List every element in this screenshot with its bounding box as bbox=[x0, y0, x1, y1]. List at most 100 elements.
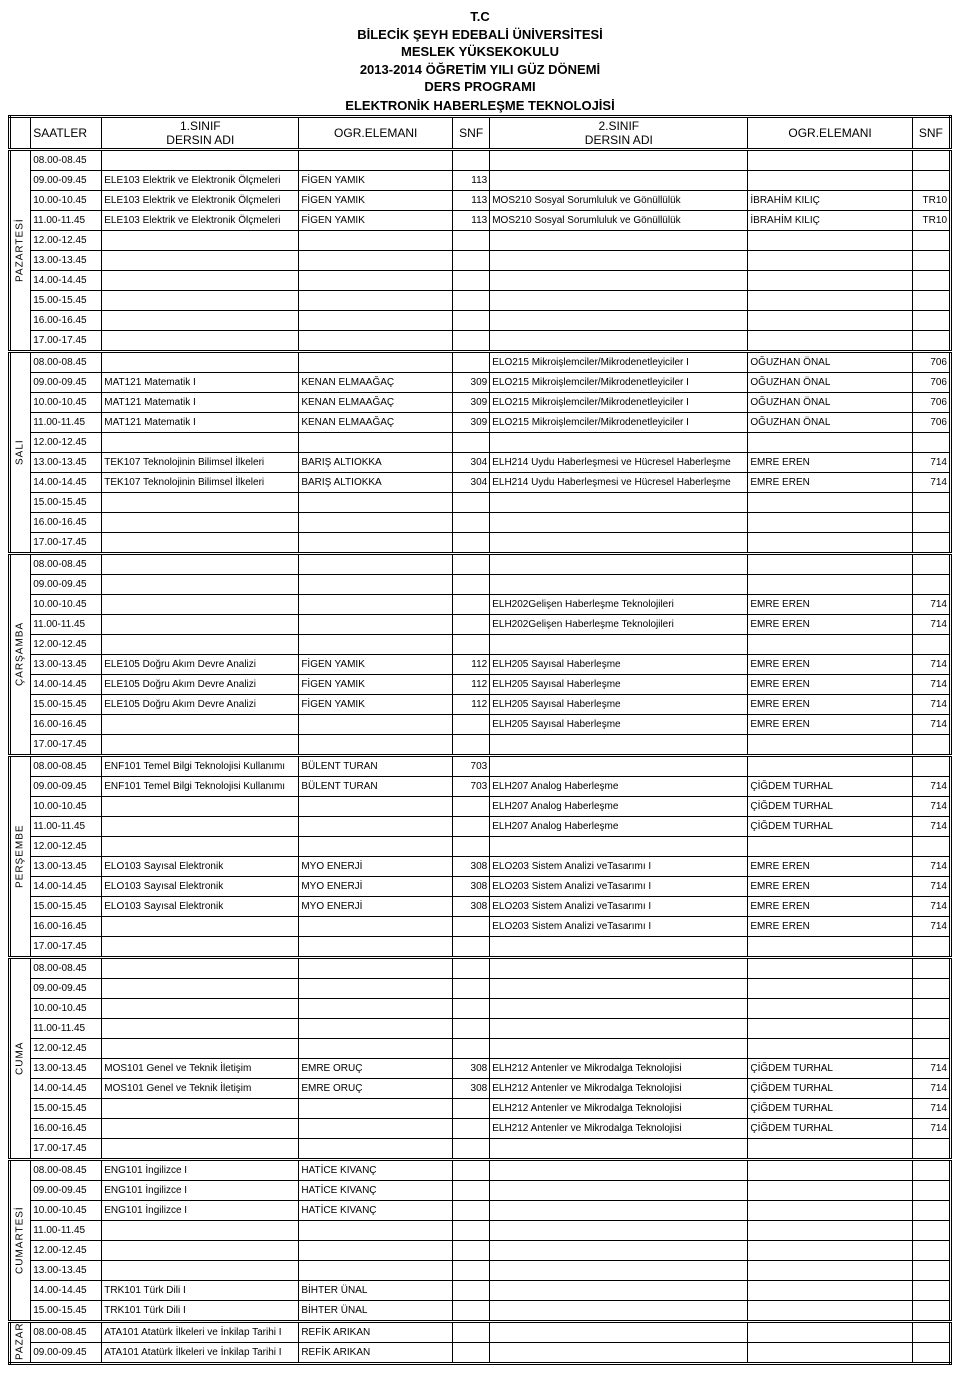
table-row: 14.00-14.45MOS101 Genel ve Teknik İletiş… bbox=[10, 1078, 951, 1098]
course1-cell bbox=[102, 978, 299, 998]
table-row: 17.00-17.45 bbox=[10, 1138, 951, 1159]
time-cell: 09.00-09.45 bbox=[31, 372, 102, 392]
day-label: SALI bbox=[10, 351, 31, 553]
course1-cell: ELE105 Doğru Akım Devre Analizi bbox=[102, 654, 299, 674]
course1-cell: ENG101 İngilizce I bbox=[102, 1200, 299, 1220]
course2-cell: ELH205 Sayısal Haberleşme bbox=[490, 714, 748, 734]
instructor2-cell bbox=[748, 1342, 912, 1363]
table-row: 14.00-14.45ELO103 Sayısal ElektronikMYO … bbox=[10, 876, 951, 896]
course1-cell: ENF101 Temel Bilgi Teknolojisi Kullanımı bbox=[102, 755, 299, 776]
instructor2-cell bbox=[748, 998, 912, 1018]
table-row: 09.00-09.45ATA101 Atatürk İlkeleri ve İn… bbox=[10, 1342, 951, 1363]
table-row: PAZAR08.00-08.45ATA101 Atatürk İlkeleri … bbox=[10, 1321, 951, 1342]
course1-cell bbox=[102, 734, 299, 755]
time-cell: 14.00-14.45 bbox=[31, 1078, 102, 1098]
schedule-table: SAATLER1.SINIFDERSIN ADIOGR.ELEMANISNF2.… bbox=[8, 115, 952, 1365]
course2-cell: ELO215 Mikroişlemciler/Mikrodenetleyicil… bbox=[490, 351, 748, 372]
page-header: T.C BİLECİK ŞEYH EDEBALİ ÜNİVERSİTESİ ME… bbox=[8, 8, 952, 96]
instructor1-cell: FİGEN YAMIK bbox=[299, 190, 453, 210]
course1-cell: ELE105 Doğru Akım Devre Analizi bbox=[102, 694, 299, 714]
time-cell: 13.00-13.45 bbox=[31, 1260, 102, 1280]
instructor2-cell bbox=[748, 634, 912, 654]
course1-cell bbox=[102, 310, 299, 330]
course1-cell bbox=[102, 553, 299, 574]
course2-cell bbox=[490, 1240, 748, 1260]
room2-cell bbox=[912, 1260, 950, 1280]
course1-cell: ELE103 Elektrik ve Elektronik Ölçmeleri bbox=[102, 210, 299, 230]
room2-cell bbox=[912, 1280, 950, 1300]
room2-cell bbox=[912, 1321, 950, 1342]
instructor2-cell: ÇİĞDEM TURHAL bbox=[748, 1118, 912, 1138]
course1-cell bbox=[102, 330, 299, 351]
room1-cell bbox=[453, 512, 490, 532]
room1-cell bbox=[453, 1342, 490, 1363]
instructor1-cell bbox=[299, 916, 453, 936]
course1-cell: ENG101 İngilizce I bbox=[102, 1159, 299, 1180]
time-cell: 16.00-16.45 bbox=[31, 310, 102, 330]
instructor2-cell bbox=[748, 1159, 912, 1180]
time-cell: 09.00-09.45 bbox=[31, 776, 102, 796]
instructor1-cell: KENAN ELMAAĞAÇ bbox=[299, 412, 453, 432]
course1-cell bbox=[102, 230, 299, 250]
time-cell: 08.00-08.45 bbox=[31, 1159, 102, 1180]
course2-cell bbox=[490, 1138, 748, 1159]
instructor1-cell bbox=[299, 230, 453, 250]
course2-cell bbox=[490, 634, 748, 654]
room2-cell: 714 bbox=[912, 816, 950, 836]
time-cell: 11.00-11.45 bbox=[31, 210, 102, 230]
table-row: 17.00-17.45 bbox=[10, 330, 951, 351]
course1-cell bbox=[102, 594, 299, 614]
instructor2-cell: ÇİĞDEM TURHAL bbox=[748, 776, 912, 796]
time-cell: 13.00-13.45 bbox=[31, 1058, 102, 1078]
instructor1-cell bbox=[299, 1138, 453, 1159]
table-row: 11.00-11.45 bbox=[10, 1018, 951, 1038]
course2-cell bbox=[490, 836, 748, 856]
course1-cell bbox=[102, 290, 299, 310]
course1-cell bbox=[102, 796, 299, 816]
time-cell: 09.00-09.45 bbox=[31, 574, 102, 594]
course1-cell: MAT121 Matematik I bbox=[102, 372, 299, 392]
page-subheader: ELEKTRONİK HABERLEŞME TEKNOLOJİSİ bbox=[8, 98, 952, 113]
course2-cell bbox=[490, 998, 748, 1018]
instructor1-cell bbox=[299, 290, 453, 310]
instructor1-cell bbox=[299, 432, 453, 452]
instructor1-cell: BİHTER ÜNAL bbox=[299, 1280, 453, 1300]
room1-cell bbox=[453, 978, 490, 998]
course2-cell: ELO203 Sistem Analizi veTasarımı I bbox=[490, 916, 748, 936]
course1-cell: ELE103 Elektrik ve Elektronik Ölçmeleri bbox=[102, 170, 299, 190]
table-row: CUMARTESİ08.00-08.45ENG101 İngilizce IHA… bbox=[10, 1159, 951, 1180]
instructor1-cell: HATİCE KIVANÇ bbox=[299, 1180, 453, 1200]
course2-cell bbox=[490, 1159, 748, 1180]
day-label: PAZARTESİ bbox=[10, 149, 31, 351]
instructor1-cell: BARIŞ ALTIOKKA bbox=[299, 452, 453, 472]
time-cell: 13.00-13.45 bbox=[31, 452, 102, 472]
table-row: 13.00-13.45 bbox=[10, 1260, 951, 1280]
instructor1-cell: MYO ENERJİ bbox=[299, 876, 453, 896]
room1-cell bbox=[453, 714, 490, 734]
instructor2-cell bbox=[748, 512, 912, 532]
room2-cell: 714 bbox=[912, 1098, 950, 1118]
header-l1: T.C bbox=[8, 8, 952, 26]
instructor1-cell: REFİK ARIKAN bbox=[299, 1342, 453, 1363]
instructor1-cell bbox=[299, 816, 453, 836]
course2-cell bbox=[490, 553, 748, 574]
room2-cell: 706 bbox=[912, 392, 950, 412]
instructor1-cell bbox=[299, 796, 453, 816]
time-cell: 15.00-15.45 bbox=[31, 290, 102, 310]
time-cell: 11.00-11.45 bbox=[31, 816, 102, 836]
course2-cell: ELO215 Mikroişlemciler/Mikrodenetleyicil… bbox=[490, 412, 748, 432]
col-snf1: SNF bbox=[453, 116, 490, 149]
course1-cell bbox=[102, 512, 299, 532]
instructor1-cell bbox=[299, 1260, 453, 1280]
instructor2-cell: ÇİĞDEM TURHAL bbox=[748, 796, 912, 816]
course2-cell: ELH205 Sayısal Haberleşme bbox=[490, 654, 748, 674]
room2-cell bbox=[912, 250, 950, 270]
table-row: 13.00-13.45ELE105 Doğru Akım Devre Anali… bbox=[10, 654, 951, 674]
time-cell: 15.00-15.45 bbox=[31, 694, 102, 714]
course2-cell bbox=[490, 290, 748, 310]
time-cell: 16.00-16.45 bbox=[31, 512, 102, 532]
course1-cell bbox=[102, 250, 299, 270]
course2-cell: ELO203 Sistem Analizi veTasarımı I bbox=[490, 856, 748, 876]
instructor2-cell bbox=[748, 1200, 912, 1220]
room1-cell bbox=[453, 532, 490, 553]
